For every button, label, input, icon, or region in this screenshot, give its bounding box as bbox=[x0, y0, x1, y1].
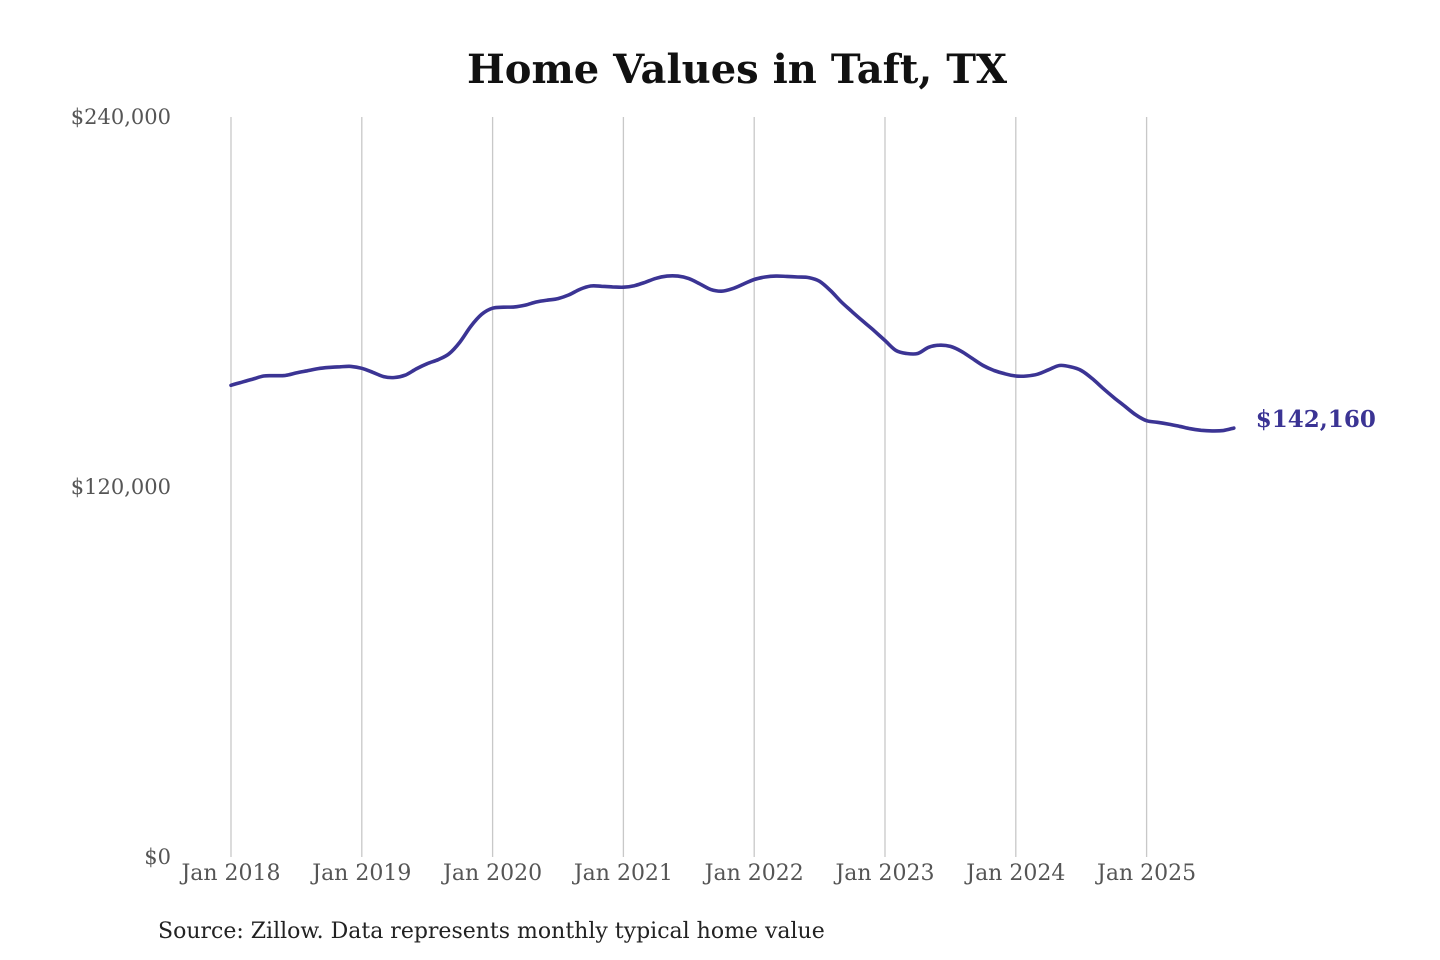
source-note: Source: Zillow. Data represents monthly … bbox=[158, 919, 825, 944]
y-tick-label: $120,000 bbox=[71, 475, 171, 499]
chart-title: Home Values in Taft, TX bbox=[467, 46, 1007, 93]
x-tick-label: Jan 2022 bbox=[703, 861, 804, 886]
home-value-line bbox=[229, 274, 1236, 433]
x-tick-label: Jan 2021 bbox=[572, 861, 673, 886]
x-axis-ticks: Jan 2018 Jan 2019 Jan 2020 Jan 2021 Jan 2022… bbox=[179, 861, 1196, 886]
x-tick-label: Jan 2023 bbox=[833, 861, 934, 886]
x-tick-label: Jan 2025 bbox=[1095, 861, 1196, 886]
y-tick-label: $0 bbox=[144, 845, 171, 869]
x-tick-label: Jan 2018 bbox=[179, 861, 280, 886]
end-value-label: $142,160 bbox=[1256, 406, 1376, 433]
y-tick-label: $240,000 bbox=[71, 105, 171, 129]
x-tick-label: Jan 2019 bbox=[310, 861, 411, 886]
x-tick-label: Jan 2024 bbox=[964, 861, 1065, 886]
gridlines bbox=[230, 117, 1148, 857]
y-axis-ticks: $0 $120,000 $240,000 bbox=[71, 105, 171, 869]
x-tick-label: Jan 2020 bbox=[441, 861, 542, 886]
